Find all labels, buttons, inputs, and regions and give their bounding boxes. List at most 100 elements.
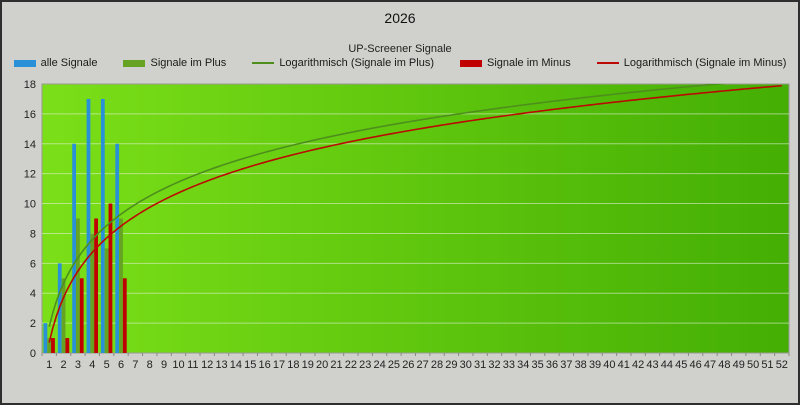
y-axis-tick-label: 14 [24, 139, 36, 151]
x-axis-tick-label: 47 [704, 359, 716, 371]
x-axis-tick-label: 46 [690, 359, 702, 371]
x-axis-tick-label: 37 [560, 359, 572, 371]
y-axis-tick-label: 12 [24, 169, 36, 181]
x-axis-tick-label: 29 [445, 359, 457, 371]
chart-title: UP-Screener Signale [348, 43, 452, 55]
x-axis-tick-label: 17 [273, 359, 285, 371]
x-axis-tick-label: 7 [132, 359, 138, 371]
x-axis-tick-label: 1 [46, 359, 52, 371]
legend-item: Signale im Plus [123, 57, 226, 69]
trendline-minus [48, 84, 782, 343]
legend-item: Signale im Minus [459, 57, 571, 69]
x-axis-tick-label: 13 [215, 359, 227, 371]
y-axis-tick-label: 18 [24, 79, 36, 91]
bar-signale-im-plus [104, 248, 109, 353]
trendline-plus [48, 84, 726, 328]
x-axis-tick-label: 43 [646, 359, 658, 371]
x-axis-tick-label: 40 [603, 359, 615, 371]
legend-label: Signale im Minus [486, 57, 571, 69]
x-axis-tick-label: 14 [230, 359, 242, 371]
x-axis-tick-label: 15 [244, 359, 256, 371]
x-axis-tick-label: 31 [474, 359, 486, 371]
y-axis-tick-label: 10 [24, 199, 36, 211]
legend-item: Logarithmisch (Signale im Plus) [252, 57, 434, 69]
x-axis-tick-label: 4 [89, 359, 95, 371]
x-axis-tick-label: 19 [302, 359, 314, 371]
x-axis-tick-label: 48 [718, 359, 730, 371]
x-axis-tick-label: 52 [776, 359, 788, 371]
bar-alle-signale [100, 98, 105, 353]
bar-alle-signale [43, 323, 48, 353]
bar-signale-im-plus [47, 338, 52, 353]
x-axis-tick-label: 50 [747, 359, 759, 371]
y-axis-tick-label: 6 [30, 258, 36, 270]
legend-line-swatch [252, 62, 275, 64]
x-axis-tick-label: 34 [517, 359, 529, 371]
bar-signale-im-plus [119, 218, 123, 353]
bar-signale-im-minus [122, 278, 127, 353]
y-axis-tick-label: 16 [24, 109, 36, 121]
bar-alle-signale [115, 143, 120, 353]
page-title: 2026 [384, 10, 416, 26]
x-axis-tick-label: 26 [402, 359, 414, 371]
x-axis-tick-label: 49 [733, 359, 745, 371]
legend-item: alle Signale [13, 57, 98, 69]
y-axis-tick-label: 4 [30, 288, 36, 300]
x-axis-tick-label: 35 [531, 359, 543, 371]
x-axis-tick-label: 22 [345, 359, 357, 371]
x-axis-tick-label: 6 [118, 359, 124, 371]
x-axis-tick-label: 51 [761, 359, 773, 371]
x-axis-tick-label: 36 [546, 359, 558, 371]
y-axis-tick-label: 2 [30, 318, 36, 330]
x-axis-tick-label: 21 [330, 359, 342, 371]
x-axis-tick-label: 18 [287, 359, 299, 371]
bar-signale-im-plus [61, 278, 66, 353]
x-axis-tick-label: 24 [373, 359, 385, 371]
legend-color-swatch [123, 59, 146, 67]
legend-label: alle Signale [40, 57, 98, 69]
x-axis-tick-label: 30 [460, 359, 472, 371]
x-axis-tick-label: 12 [201, 359, 213, 371]
x-axis-tick-label: 45 [675, 359, 687, 371]
x-axis-tick-label: 33 [503, 359, 515, 371]
x-axis-tick-label: 5 [104, 359, 110, 371]
y-axis-tick-label: 8 [30, 228, 36, 240]
bar-alle-signale [72, 143, 77, 353]
legend-label: Logarithmisch (Signale im Plus) [279, 57, 434, 69]
plot-background [41, 83, 790, 354]
x-axis-tick-label: 39 [589, 359, 601, 371]
legend-line-swatch [596, 62, 619, 64]
y-axis-tick-label: 0 [30, 348, 36, 360]
x-axis-tick-label: 44 [661, 359, 673, 371]
x-axis-tick-label: 8 [147, 359, 153, 371]
bar-signale-im-plus [76, 218, 80, 353]
legend-color-swatch [13, 59, 36, 67]
x-axis-tick-label: 25 [388, 359, 400, 371]
x-axis-tick-label: 9 [161, 359, 167, 371]
x-axis-tick-label: 23 [359, 359, 371, 371]
x-axis-tick-label: 2 [60, 359, 66, 371]
x-axis-tick-label: 11 [187, 359, 198, 371]
x-axis-tick-label: 16 [259, 359, 271, 371]
x-axis-tick-label: 42 [632, 359, 644, 371]
x-axis-tick-label: 20 [316, 359, 328, 371]
chart-legend: alle Signale Signale im Plus Logarithmisch… [2, 57, 798, 69]
bar-signale-im-minus [108, 203, 113, 353]
x-axis-tick-label: 38 [575, 359, 587, 371]
x-axis-tick-label: 28 [431, 359, 443, 371]
x-axis-tick-label: 32 [488, 359, 500, 371]
x-axis-tick-label: 41 [618, 359, 630, 371]
bar-signale-im-plus [90, 233, 95, 353]
bar-signale-im-minus [51, 338, 55, 353]
bar-signale-im-minus [79, 278, 84, 353]
legend-label: Signale im Plus [150, 57, 227, 69]
x-axis-tick-label: 10 [172, 359, 184, 371]
legend-color-swatch [459, 59, 482, 67]
bar-alle-signale [86, 98, 91, 353]
x-axis-tick-label: 3 [75, 359, 81, 371]
bar-signale-im-minus [94, 218, 98, 353]
legend-item: Logarithmisch (Signale im Minus) [596, 57, 787, 69]
legend-label: Logarithmisch (Signale im Minus) [623, 57, 787, 69]
bar-signale-im-minus [65, 338, 70, 353]
